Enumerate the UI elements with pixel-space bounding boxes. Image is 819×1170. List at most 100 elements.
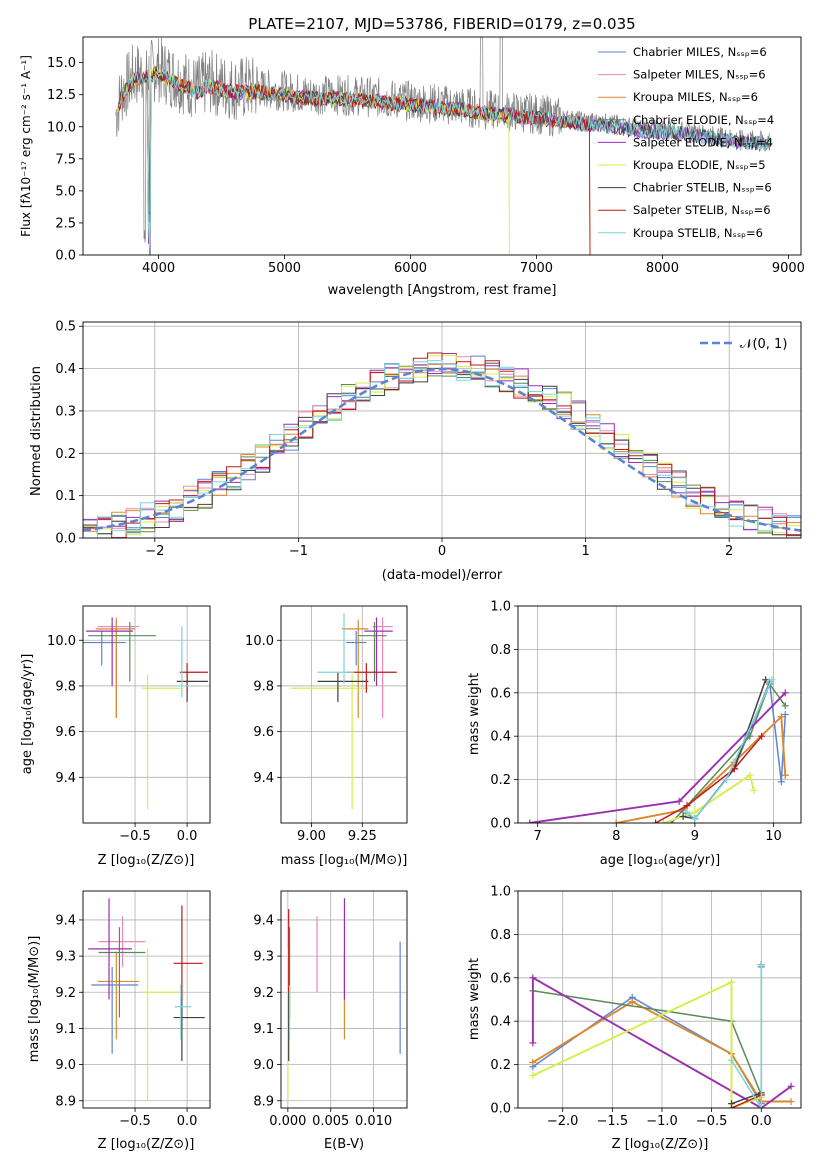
x-tick-label: 7000 [520,261,553,276]
x-tick-label: 9.00 [297,829,326,844]
y-tick-label: 9.3 [55,950,76,965]
mw-z-ylabel: mass weight [467,958,482,1040]
plot-area [83,352,801,538]
legend-label: Chabrier ELODIE, Nₛₛₚ=4 [633,113,774,127]
y-tick-label: 9.0 [253,1058,274,1073]
y-tick-label: 10.0 [47,634,76,649]
x-tick-label: 8000 [646,261,679,276]
plot-area [287,898,401,1101]
y-tick-label: 5.0 [55,184,76,199]
mass-weight-line [731,1094,762,1108]
mass-weight-line [532,980,762,1108]
mass-z-ylabel: mass [log₁₀(M/M⊙)] [27,936,42,1063]
mass-weight-vs-age-panel: 7 8 9 10 0.0 0.2 0.4 0.6 0.8 1.0 [490,600,802,844]
y-tick-label: 0.4 [55,362,76,377]
mass-weight-line [532,967,763,1107]
mass-weight-line [730,964,763,1108]
mass-z-xlabel: Z [log₁₀(Z/Z⊙)] [98,1137,195,1152]
y-tick-label: 0.8 [490,643,511,658]
y-tick-label: 9.3 [253,950,274,965]
age-z-xlabel: Z [log₁₀(Z/Z⊙)] [98,853,195,868]
x-tick-label: 0.000 [269,1114,306,1129]
age-z-ylabel: age [log₁₀(age/yr)] [20,654,35,775]
mass-weight-vs-z-panel: −2.0 −1.5 −1.0 −0.5 0.0 0.0 0.2 0.4 0.6 0.8 1.0 [490,885,802,1129]
mass-vs-ebv-panel: 0.000 0.005 0.010 8.9 9.0 9.1 9.2 9.3 9.4 [253,890,408,1129]
y-tick-label: 9.6 [55,725,76,740]
y-tick-label: 2.5 [55,216,76,231]
y-tick-label: 9.1 [55,1022,76,1037]
age-vs-z-panel: −0.5 0.0 9.4 9.6 9.8 10.0 [47,605,211,844]
legend-label: Kroupa ELODIE, Nₛₛₚ=5 [633,158,766,172]
legend-label: Chabrier STELIB, Nₛₛₚ=6 [633,181,772,195]
mass-weight-line [686,679,773,820]
axes-frame [82,890,211,1109]
y-tick-label: 0.5 [55,320,76,335]
plot-area [291,612,397,810]
plot-area [83,617,208,810]
y-tick-label: 7.5 [55,152,76,167]
y-tick-label: 1.0 [490,600,511,615]
x-tick-label: −0.5 [119,829,151,844]
x-tick-label: 9 [691,829,699,844]
axes-frame [280,605,408,824]
y-tick-label: 0.2 [490,1058,511,1073]
residual-histogram [83,360,801,538]
x-tick-label: 9.25 [348,829,377,844]
y-tick-label: 9.1 [253,1022,274,1037]
x-tick-label: −1.0 [646,1114,678,1129]
x-tick-label: 0.010 [355,1114,392,1129]
x-tick-label: 7 [534,829,542,844]
y-tick-label: 0.6 [490,686,511,701]
spectrum-title: PLATE=2107, MJD=53786, FIBERID=0179, z=0… [248,15,635,33]
y-tick-label: 9.4 [55,771,76,786]
y-tick-label: 9.0 [55,1058,76,1073]
spectrum-panel: 4000 5000 6000 7000 8000 9000 0.0 2.5 5.0 7.5 10.0… [47,36,805,276]
axes-frame [82,605,211,824]
mass-vs-z-panel: −0.5 0.0 8.9 9.0 9.1 9.2 9.3 9.4 [55,890,211,1129]
y-tick-label: 9.2 [55,986,76,1001]
legend-label: Salpeter STELIB, Nₛₛₚ=6 [633,203,771,217]
y-tick-label: 10.0 [47,120,76,135]
y-tick-label: 12.5 [47,88,76,103]
y-tick-label: 0.0 [490,1102,511,1117]
y-tick-label: 10.0 [245,634,274,649]
mass-ebv-xlabel: E(B-V) [324,1137,364,1152]
x-tick-label: 6000 [394,261,427,276]
x-tick-label: 8 [612,829,620,844]
residuals-panel: −2 −1 0 1 2 0.0 0.1 0.2 0.3 0.4 0.5 [55,320,802,559]
y-tick-label: 0.6 [490,971,511,986]
legend-label: Salpeter MILES, Nₛₛₚ=6 [633,68,766,82]
x-tick-label: −1.5 [597,1114,629,1129]
x-tick-label: 0.0 [177,829,198,844]
y-tick-label: 0.0 [55,532,76,547]
mw-age-ylabel: mass weight [467,673,482,755]
x-tick-label: 0 [438,544,446,559]
y-tick-label: 0.2 [55,447,76,462]
mw-z-xlabel: Z [log₁₀(Z/Z⊙)] [612,1137,709,1152]
legend-label: Salpeter ELODIE, Nₛₛₚ=4 [633,135,773,149]
y-tick-label: 9.4 [253,913,274,928]
x-tick-label: 0.0 [177,1114,198,1129]
x-tick-label: 9000 [772,261,805,276]
gaussian-legend-label: 𝒩(0, 1) [740,337,787,352]
mass-weight-line [531,976,792,1108]
axes-frame [517,890,802,1109]
spectrum-xlabel: wavelength [Angstrom, rest frame] [328,283,557,298]
y-tick-label: 9.8 [55,679,76,694]
x-tick-label: 2 [725,544,733,559]
y-tick-label: 8.9 [253,1094,274,1109]
residuals-ylabel: Normed distribution [29,366,44,496]
axes-frame [517,605,802,824]
y-tick-label: 9.2 [253,986,274,1001]
mass-weight-line [682,681,787,820]
mass-weight-line [663,773,755,823]
x-tick-label: −0.5 [696,1114,728,1129]
axes-frame [82,321,802,539]
y-tick-label: 15.0 [47,56,76,71]
y-tick-label: 9.4 [55,913,76,928]
y-tick-label: 0.3 [55,404,76,419]
plot-area [88,898,205,1101]
mass-weight-line [670,682,786,823]
x-tick-label: 0.005 [312,1114,349,1129]
x-tick-label: 1 [581,544,589,559]
